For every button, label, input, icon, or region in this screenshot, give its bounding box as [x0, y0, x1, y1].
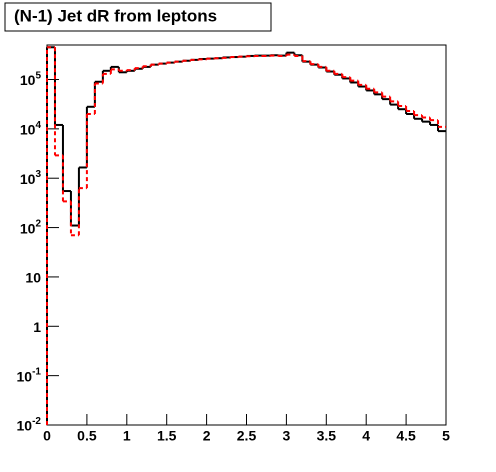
superscript: 2 — [35, 218, 41, 229]
x-tick-label: 1.5 — [157, 428, 177, 444]
superscript: 3 — [35, 169, 41, 180]
y-tick-label: 104 — [20, 119, 42, 137]
superscript: 4 — [35, 119, 41, 130]
superscript: 5 — [35, 70, 41, 81]
x-tick-label: 1 — [123, 428, 131, 444]
title-box — [4, 2, 272, 32]
y-tick-label: 105 — [20, 70, 42, 88]
plot-frame — [46, 44, 447, 426]
y-tick-label: 10-2 — [17, 416, 42, 434]
x-tick-label: 3 — [283, 428, 291, 444]
x-tick-label: 0 — [43, 428, 51, 444]
superscript: -1 — [32, 366, 41, 377]
superscript: -2 — [32, 416, 41, 427]
y-tick-label: 102 — [20, 218, 42, 236]
x-tick-label: 4.5 — [396, 428, 416, 444]
x-tick-label: 2.5 — [237, 428, 257, 444]
x-tick-label: 3.5 — [317, 428, 337, 444]
y-tick-label: 10-1 — [17, 366, 42, 384]
x-tick-label: 4 — [362, 428, 370, 444]
y-tick-label: 10 — [25, 270, 41, 286]
y-tick-label: 103 — [20, 169, 42, 187]
x-tick-label: 0.5 — [77, 428, 97, 444]
x-tick-label: 2 — [203, 428, 211, 444]
x-tick-label: 5 — [442, 428, 450, 444]
y-tick-label: 1 — [33, 319, 41, 335]
chart-title: (N-1) Jet dR from leptons — [14, 6, 217, 25]
